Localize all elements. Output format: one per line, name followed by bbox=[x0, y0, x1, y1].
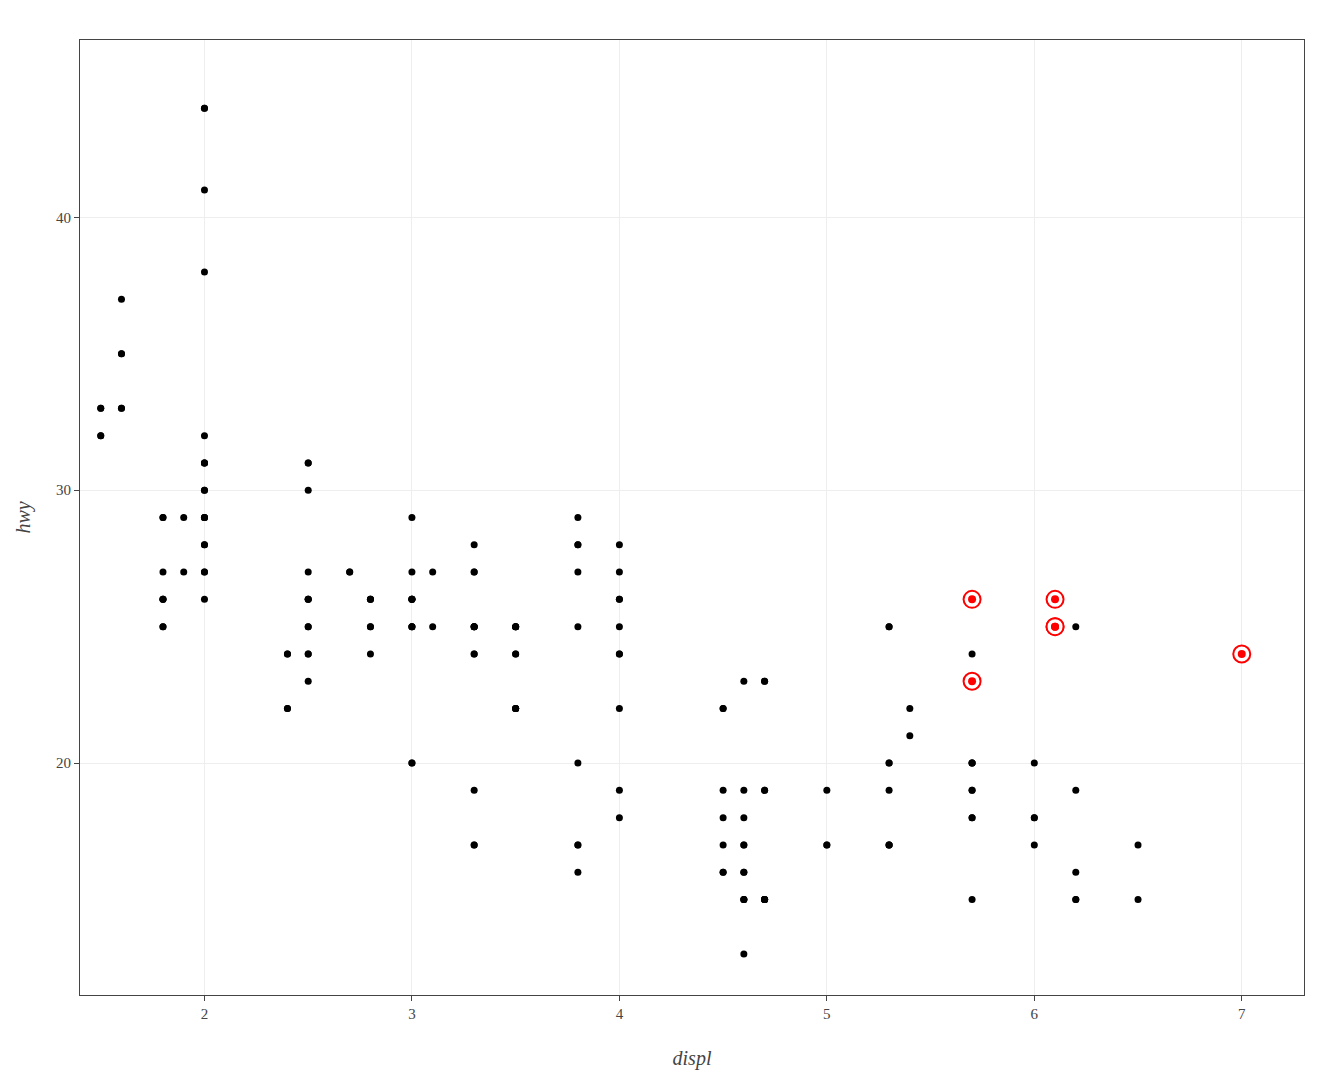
svg-text:3: 3 bbox=[408, 1006, 416, 1022]
svg-text:displ: displ bbox=[673, 1047, 712, 1070]
svg-text:7: 7 bbox=[1238, 1006, 1246, 1022]
svg-text:hwy: hwy bbox=[12, 501, 35, 533]
svg-text:6: 6 bbox=[1031, 1006, 1039, 1022]
svg-text:5: 5 bbox=[823, 1006, 831, 1022]
svg-text:40: 40 bbox=[56, 210, 71, 226]
svg-text:30: 30 bbox=[56, 482, 71, 498]
svg-text:2: 2 bbox=[201, 1006, 209, 1022]
svg-text:20: 20 bbox=[56, 755, 71, 771]
svg-text:4: 4 bbox=[616, 1006, 624, 1022]
